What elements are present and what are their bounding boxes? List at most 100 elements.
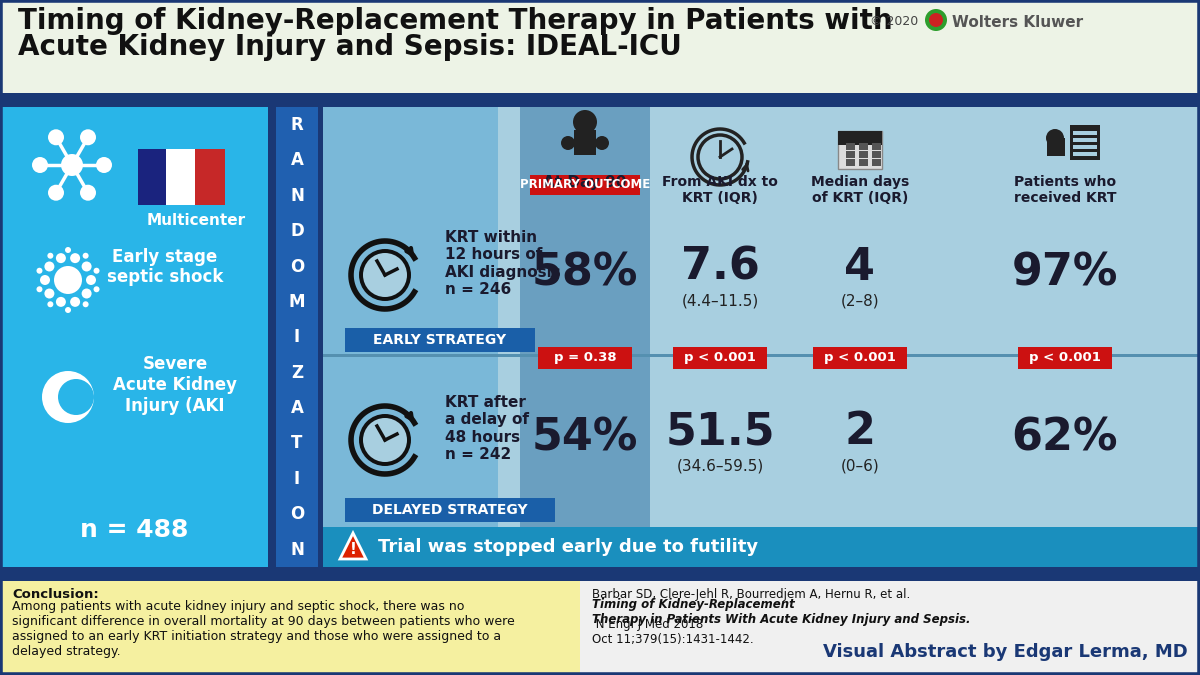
Text: T: T — [292, 435, 302, 452]
Bar — [1073, 138, 1097, 142]
Circle shape — [61, 154, 83, 176]
Bar — [318, 107, 323, 567]
Circle shape — [96, 157, 112, 173]
Circle shape — [83, 252, 89, 259]
Bar — [323, 107, 498, 567]
Text: PRIMARY OUTCOME: PRIMARY OUTCOME — [520, 178, 650, 192]
Bar — [846, 159, 854, 166]
Bar — [846, 143, 854, 150]
Text: KRT within
12 hours of
AKI diagnosis
n = 246: KRT within 12 hours of AKI diagnosis n =… — [445, 230, 560, 297]
Bar — [1073, 131, 1097, 135]
Text: From AKI dx to
KRT (IQR): From AKI dx to KRT (IQR) — [662, 175, 778, 205]
Text: M: M — [289, 293, 305, 311]
Text: © 2020: © 2020 — [870, 15, 918, 28]
Circle shape — [58, 379, 94, 415]
Bar — [0, 107, 268, 567]
Bar — [1073, 152, 1097, 156]
Bar — [268, 107, 276, 567]
Text: n = 488: n = 488 — [80, 518, 188, 542]
Bar — [1070, 125, 1100, 160]
Text: KRT after
a delay of
48 hours
n = 242: KRT after a delay of 48 hours n = 242 — [445, 395, 529, 462]
Text: Among patients with acute kidney injury and septic shock, there was no
significa: Among patients with acute kidney injury … — [12, 600, 515, 658]
Circle shape — [94, 286, 100, 292]
Circle shape — [47, 252, 53, 259]
Bar — [859, 151, 868, 158]
Circle shape — [359, 414, 410, 466]
Circle shape — [65, 247, 71, 253]
Circle shape — [86, 275, 96, 285]
Text: p < 0.001: p < 0.001 — [684, 350, 756, 364]
Bar — [166, 149, 194, 205]
Bar — [194, 149, 226, 205]
Bar — [838, 131, 882, 145]
Text: Z: Z — [290, 364, 304, 381]
Bar — [323, 527, 1200, 567]
Bar — [138, 149, 167, 205]
Circle shape — [44, 261, 54, 271]
Bar — [1046, 138, 1066, 156]
Text: O: O — [290, 258, 304, 275]
Circle shape — [82, 288, 91, 298]
Circle shape — [65, 307, 71, 313]
Text: (0–6): (0–6) — [841, 458, 880, 473]
Text: Wolters Kluwer: Wolters Kluwer — [952, 15, 1084, 30]
Text: DELAYED STRATEGY: DELAYED STRATEGY — [372, 503, 528, 517]
Bar — [0, 93, 1200, 107]
Circle shape — [364, 253, 407, 297]
Bar — [859, 143, 868, 150]
Bar — [346, 498, 554, 522]
Bar — [538, 347, 632, 369]
Bar — [0, 107, 1200, 567]
Text: N: N — [290, 541, 304, 559]
Text: Patients who
received KRT: Patients who received KRT — [1014, 175, 1116, 205]
Text: p = 0.38: p = 0.38 — [553, 350, 617, 364]
Bar — [814, 347, 907, 369]
Text: (2–8): (2–8) — [841, 294, 880, 308]
Text: 7.6: 7.6 — [680, 246, 760, 288]
Text: 54%: 54% — [532, 416, 638, 460]
Text: 62%: 62% — [1012, 416, 1118, 460]
Text: Median days
of KRT (IQR): Median days of KRT (IQR) — [811, 175, 910, 205]
Circle shape — [32, 157, 48, 173]
Text: Visual Abstract by Edgar Lerma, MD: Visual Abstract by Edgar Lerma, MD — [823, 643, 1188, 661]
Text: Multicenter: Multicenter — [146, 213, 246, 228]
Circle shape — [54, 266, 82, 294]
Circle shape — [595, 136, 610, 150]
Circle shape — [698, 135, 742, 179]
Text: 2: 2 — [845, 410, 876, 454]
Bar — [872, 143, 881, 150]
Text: I: I — [294, 328, 300, 346]
Circle shape — [83, 301, 89, 307]
Circle shape — [48, 185, 64, 200]
Bar — [838, 131, 882, 169]
Circle shape — [42, 371, 94, 423]
Bar — [872, 159, 881, 166]
Bar — [520, 107, 650, 567]
Bar — [1018, 347, 1112, 369]
Text: 4: 4 — [845, 246, 876, 288]
Bar — [846, 151, 854, 158]
Circle shape — [40, 275, 50, 285]
Text: Timing of Kidney-Replacement Therapy in Patients with: Timing of Kidney-Replacement Therapy in … — [18, 7, 893, 35]
Text: I: I — [294, 470, 300, 488]
Circle shape — [36, 286, 42, 292]
Circle shape — [359, 249, 410, 301]
Text: Early stage
septic shock: Early stage septic shock — [107, 248, 223, 286]
Circle shape — [562, 136, 575, 150]
Circle shape — [36, 268, 42, 274]
Text: N: N — [290, 187, 304, 205]
Bar — [872, 151, 881, 158]
Bar — [276, 107, 318, 567]
Bar — [0, 567, 1200, 581]
Text: (4.4–11.5): (4.4–11.5) — [682, 294, 758, 308]
Text: A: A — [290, 399, 304, 417]
Circle shape — [929, 13, 943, 27]
Bar — [323, 354, 1200, 357]
Circle shape — [56, 253, 66, 263]
Bar — [1073, 145, 1097, 149]
Text: p < 0.001: p < 0.001 — [1030, 350, 1100, 364]
Circle shape — [56, 297, 66, 307]
Bar — [0, 0, 1200, 95]
Circle shape — [1046, 129, 1064, 147]
Text: Acute Kidney Injury and Sepsis: IDEAL-ICU: Acute Kidney Injury and Sepsis: IDEAL-IC… — [18, 33, 682, 61]
